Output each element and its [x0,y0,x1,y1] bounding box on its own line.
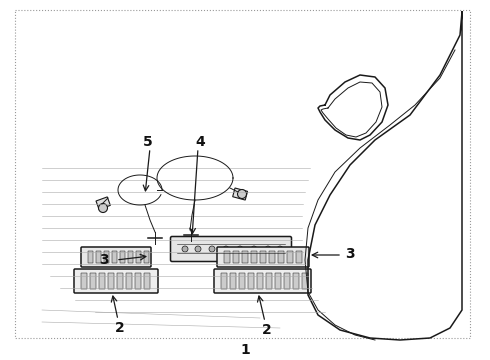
FancyBboxPatch shape [171,237,292,261]
FancyBboxPatch shape [214,269,311,293]
Bar [108,273,114,289]
Circle shape [195,246,201,252]
Text: 1: 1 [240,343,250,357]
Circle shape [98,203,107,212]
Text: 2: 2 [115,321,125,335]
Circle shape [209,246,215,252]
Bar [81,273,87,289]
Bar [251,251,257,263]
Text: 3: 3 [345,247,355,261]
Bar [90,273,96,289]
Bar [99,273,105,289]
Bar [233,188,247,200]
Bar [239,273,245,289]
Bar [248,273,254,289]
Bar [275,273,281,289]
Text: 4: 4 [195,135,205,149]
FancyBboxPatch shape [217,247,309,267]
FancyBboxPatch shape [81,247,151,267]
Bar [266,273,272,289]
Circle shape [265,246,271,252]
Bar [117,273,123,289]
Bar [96,197,110,210]
Bar [144,251,149,263]
Bar [233,251,239,263]
Bar [224,251,230,263]
Text: 5: 5 [143,135,153,149]
Circle shape [251,246,257,252]
Circle shape [223,246,229,252]
Bar [230,273,236,289]
Circle shape [238,189,246,198]
Bar [269,251,275,263]
Bar [135,273,141,289]
Text: 3: 3 [99,253,109,267]
Text: 2: 2 [262,323,272,337]
Bar [136,251,141,263]
Bar [112,251,117,263]
Bar [260,251,266,263]
Bar [296,251,302,263]
Bar [257,273,263,289]
Bar [128,251,133,263]
Bar [126,273,132,289]
Bar [96,251,101,263]
Bar [284,273,290,289]
Bar [88,251,93,263]
Bar [242,251,248,263]
Bar [293,273,299,289]
Bar [287,251,293,263]
Bar [144,273,150,289]
Bar [302,273,308,289]
Bar [221,273,227,289]
Circle shape [237,246,243,252]
Bar [104,251,109,263]
Circle shape [277,246,283,252]
Circle shape [182,246,188,252]
FancyBboxPatch shape [74,269,158,293]
Bar [278,251,284,263]
Bar [120,251,125,263]
